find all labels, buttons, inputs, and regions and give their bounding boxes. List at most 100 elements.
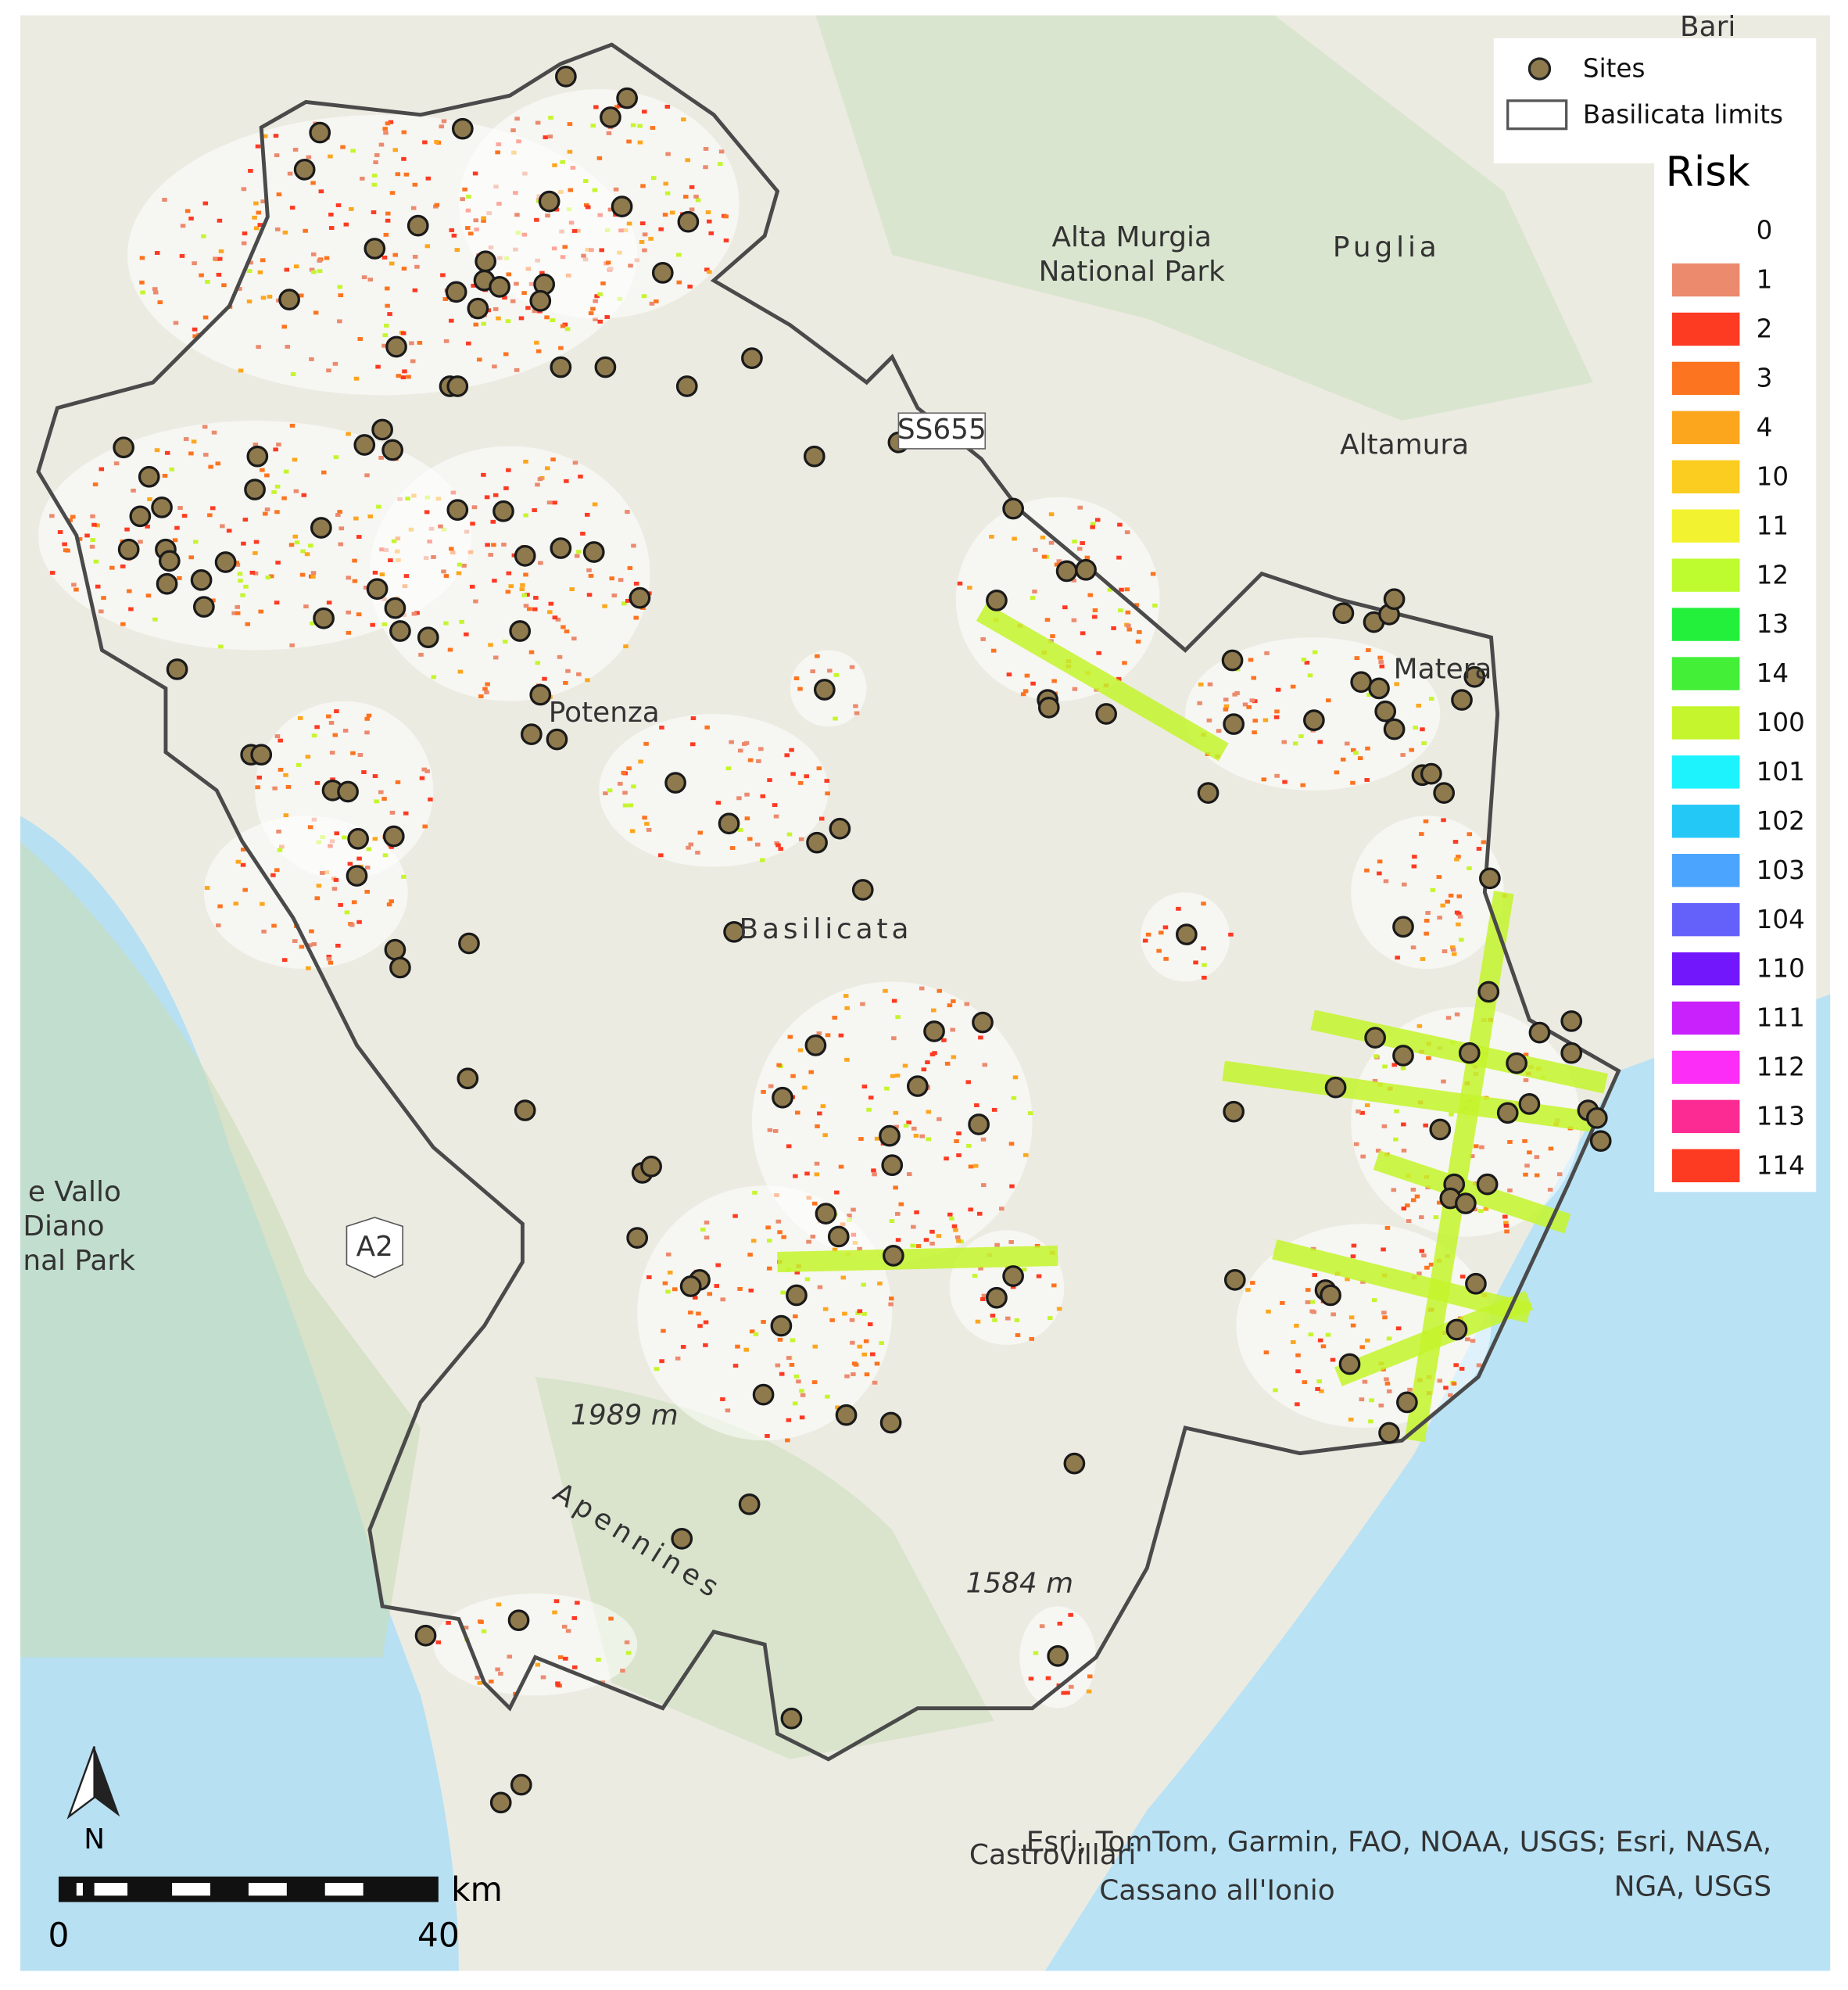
risk-cell — [1350, 780, 1356, 785]
risk-cell — [264, 473, 270, 478]
risk-cell — [300, 549, 306, 554]
risk-cell — [366, 847, 372, 852]
risk-cell — [328, 720, 335, 725]
risk-cell — [861, 1085, 868, 1089]
risk-cell — [926, 1137, 931, 1142]
risk-cell — [188, 217, 194, 221]
risk-cell — [870, 1352, 876, 1357]
risk-cell — [708, 231, 714, 235]
risk-cell — [1400, 1066, 1406, 1070]
risk-cell — [844, 1057, 850, 1062]
risk-cell — [1330, 1357, 1336, 1362]
risk-cell — [523, 572, 528, 577]
risk-cell — [1416, 703, 1421, 708]
risk-cell — [204, 886, 210, 890]
risk-cell — [364, 473, 370, 478]
risk-cell — [720, 1297, 725, 1302]
legend-swatch — [1672, 558, 1740, 592]
risk-cell — [1137, 629, 1142, 634]
risk-cell — [827, 669, 833, 673]
risk-cell — [310, 575, 316, 579]
risk-cell — [439, 124, 445, 129]
risk-cell — [191, 439, 197, 444]
risk-cell — [1348, 1315, 1355, 1320]
risk-cell — [1413, 726, 1418, 730]
risk-cell — [281, 324, 287, 329]
risk-cell — [766, 1239, 772, 1243]
risk-cell — [192, 540, 199, 544]
risk-cell — [871, 1168, 876, 1173]
site — [538, 190, 560, 213]
risk-cell — [274, 484, 281, 489]
risk-cell — [364, 716, 370, 721]
risk-cell — [172, 538, 178, 543]
risk-cell — [1547, 1188, 1553, 1192]
risk-cell — [929, 1052, 936, 1056]
risk-cell — [838, 1033, 844, 1038]
risk-cell — [814, 1161, 820, 1166]
risk-cell — [289, 423, 295, 428]
scale-bar-seg — [94, 1883, 128, 1896]
risk-cell — [283, 469, 289, 474]
risk-cell — [613, 187, 619, 192]
risk-cell — [519, 587, 525, 592]
risk-cell — [202, 201, 209, 206]
risk-cell — [552, 163, 557, 167]
risk-cell — [822, 1307, 829, 1311]
risk-cell — [930, 1008, 937, 1013]
risk-cell — [434, 140, 439, 144]
risk-cell — [857, 1344, 863, 1349]
risk-cell — [578, 474, 583, 479]
risk-zone — [458, 89, 740, 319]
site — [1528, 1021, 1551, 1044]
risk-cell — [346, 432, 351, 436]
risk-cell — [1040, 535, 1046, 540]
risk-cell — [335, 203, 342, 207]
risk-cell — [49, 571, 56, 575]
risk-cell — [1356, 1109, 1361, 1113]
risk-cell — [1353, 751, 1359, 755]
site — [1324, 1076, 1347, 1099]
risk-cell — [725, 766, 732, 771]
sea-east — [1044, 994, 1831, 1971]
risk-cell — [1375, 1149, 1381, 1153]
risk-cell — [780, 1290, 786, 1295]
risk-cell — [326, 601, 332, 605]
risk-cell — [356, 920, 362, 924]
risk-cell — [1379, 664, 1385, 669]
risk-cell — [466, 341, 471, 346]
risk-cell — [1290, 684, 1296, 689]
risk-cell — [503, 640, 508, 644]
risk-cell — [152, 287, 158, 292]
risk-cell — [889, 1296, 894, 1301]
risk-cell — [786, 1418, 792, 1422]
risk-cell — [267, 294, 273, 299]
risk-cell — [965, 1080, 971, 1085]
risk-cell — [274, 734, 281, 738]
risk-cell — [752, 1190, 757, 1195]
risk-cell — [199, 273, 204, 278]
risk-cell — [510, 128, 516, 133]
risk-cell — [284, 267, 290, 272]
risk-cell — [385, 303, 390, 308]
risk-cell — [1023, 1153, 1029, 1157]
risk-cell — [385, 286, 390, 291]
site — [1429, 1118, 1452, 1141]
risk-cell — [590, 307, 596, 311]
risk-cell — [1368, 1419, 1373, 1424]
risk-cell — [260, 258, 266, 263]
risk-cell — [941, 1038, 947, 1042]
risk-cell — [351, 900, 357, 905]
risk-cell — [580, 532, 586, 536]
risk-cell — [968, 1207, 973, 1212]
risk-cell — [372, 570, 378, 575]
risk-cell — [162, 474, 168, 478]
risk-cell — [864, 1372, 870, 1377]
site — [346, 865, 368, 887]
risk-cell — [568, 188, 574, 192]
risk-cell — [532, 607, 538, 611]
risk-cell — [378, 142, 385, 147]
risk-cell — [714, 1284, 720, 1288]
risk-cell — [349, 206, 354, 211]
risk-cell — [754, 842, 761, 847]
